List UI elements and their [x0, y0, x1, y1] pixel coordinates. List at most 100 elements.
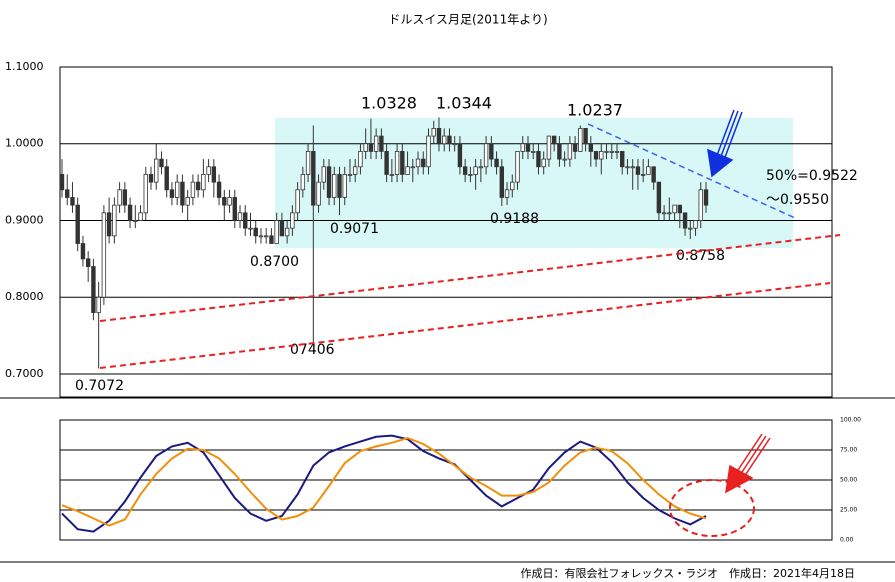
- candle-body: [688, 227, 693, 230]
- candle-body: [311, 151, 316, 206]
- candle-body: [85, 258, 91, 267]
- candle-body: [332, 174, 337, 198]
- candle-body: [546, 135, 552, 160]
- candle-body: [578, 127, 583, 152]
- candle-body: [620, 151, 625, 168]
- annotation: 50%=0.9522: [766, 168, 858, 184]
- candle-body: [426, 135, 431, 168]
- y-tick-label: 75.00: [840, 447, 857, 454]
- candle-body: [593, 151, 599, 160]
- candle-body: [436, 127, 442, 145]
- candle-body: [91, 266, 96, 313]
- support-line: [99, 282, 831, 369]
- candle-body: [258, 235, 264, 238]
- candle-body: [572, 143, 578, 152]
- candle-body: [468, 174, 473, 176]
- candle-body: [316, 181, 321, 206]
- candle-body: [478, 166, 484, 169]
- candle-body: [133, 220, 138, 222]
- candle-body: [201, 174, 206, 191]
- candle-body: [640, 174, 646, 176]
- candle-body: [630, 166, 635, 169]
- candle-body: [510, 181, 515, 191]
- candle-body: [195, 181, 201, 191]
- candle-body: [661, 212, 667, 215]
- candle-body: [148, 174, 154, 183]
- candle-body: [284, 227, 290, 237]
- candle-body: [515, 151, 520, 183]
- candle-body: [174, 181, 180, 198]
- price-panel: 0.7000 0.8000 0.9000 1.0000 1.1000 1.0328 1.03…: [5, 60, 858, 394]
- candle-body: [96, 296, 101, 313]
- candle-body: [143, 174, 148, 214]
- candle-body: [457, 143, 463, 168]
- candle-body: [656, 181, 662, 214]
- candle-body: [363, 143, 368, 152]
- annotation: 0.9071: [330, 221, 379, 237]
- candle-body: [159, 158, 164, 168]
- candle-body: [557, 143, 562, 160]
- candle-body: [421, 158, 426, 168]
- candle-body: [127, 204, 133, 221]
- candle-body: [462, 166, 468, 175]
- annotation: 0.7072: [75, 378, 124, 394]
- candle-body: [551, 135, 557, 145]
- candle-body: [410, 166, 415, 169]
- candle-body: [379, 135, 384, 152]
- y-tick-label: 0.9000: [5, 213, 44, 226]
- candle-body: [154, 158, 159, 183]
- candle-body: [447, 135, 452, 145]
- candle-body: [269, 235, 274, 244]
- candle-body: [431, 127, 436, 137]
- annotation: 1.0328: [361, 94, 417, 113]
- candle-body: [672, 204, 677, 214]
- candle-body: [279, 220, 285, 237]
- candle-body: [101, 212, 107, 298]
- y-tick-label: 100.00: [840, 417, 861, 424]
- candle-body: [368, 143, 374, 152]
- stoch-panel: 0.00 25.00 50.00 75.00 100.00: [60, 417, 861, 544]
- candle-body: [232, 197, 237, 221]
- candle-body: [211, 166, 217, 183]
- candle-body: [321, 166, 326, 183]
- candle-body: [253, 227, 258, 237]
- candle-body: [112, 204, 117, 237]
- candle-body: [216, 181, 222, 198]
- candle-body: [667, 212, 672, 215]
- candle-body: [531, 151, 536, 153]
- candle-body: [305, 151, 311, 175]
- annotation: 07406: [290, 342, 335, 358]
- candle-body: [682, 212, 688, 229]
- candle-body: [222, 197, 227, 206]
- candle-body: [625, 166, 630, 169]
- candle-body: [389, 174, 395, 176]
- candle-body: [525, 143, 531, 152]
- candle-body: [190, 181, 196, 198]
- annotation: 1.0237: [567, 101, 623, 120]
- candle-body: [227, 197, 232, 206]
- candle-body: [693, 220, 698, 229]
- support-line: [99, 234, 841, 322]
- candle-body: [164, 166, 169, 191]
- candle-body: [494, 158, 499, 168]
- resistance-line: [587, 123, 796, 219]
- candle-body: [384, 151, 389, 175]
- y-tick-label: 1.0000: [5, 137, 44, 150]
- candle-body: [562, 158, 567, 161]
- candle-body: [274, 220, 279, 244]
- y-tick-label: 0.7000: [5, 367, 44, 380]
- candle-body: [452, 143, 457, 146]
- candle-body: [138, 212, 143, 221]
- candle-body: [337, 174, 342, 198]
- candle-body: [489, 143, 494, 160]
- candle-body: [248, 227, 253, 230]
- candle-body: [59, 174, 65, 191]
- candle-body: [703, 189, 709, 206]
- candle-body: [373, 135, 379, 152]
- y-tick-label: 0.8000: [5, 290, 44, 303]
- candle-body: [541, 158, 546, 168]
- candle-body: [206, 166, 211, 175]
- candle-body: [342, 174, 347, 198]
- candle-body: [405, 166, 410, 175]
- annotation: 0.8700: [250, 254, 299, 270]
